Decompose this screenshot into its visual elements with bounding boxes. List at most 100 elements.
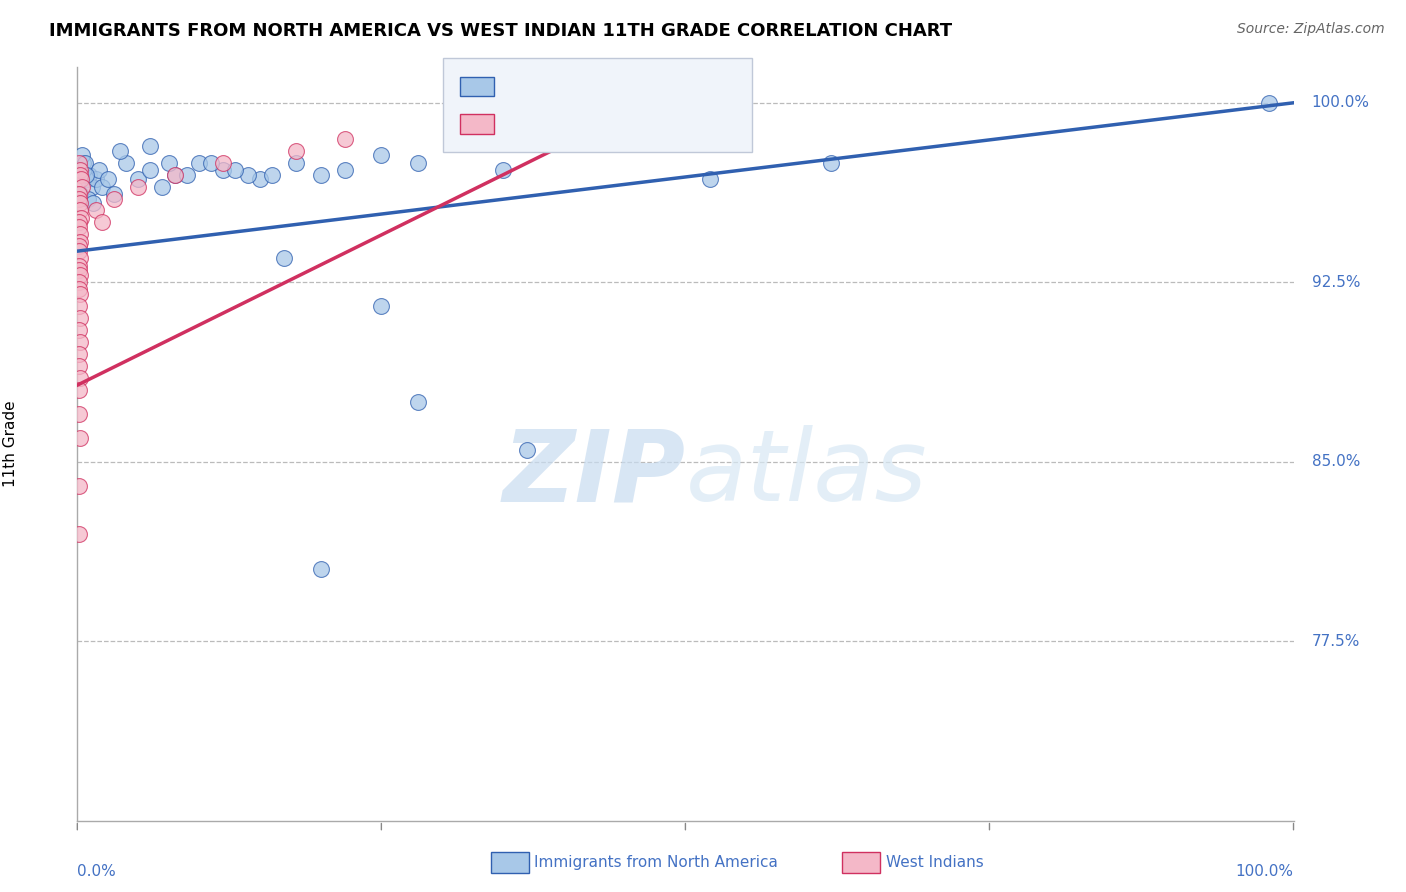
Text: IMMIGRANTS FROM NORTH AMERICA VS WEST INDIAN 11TH GRADE CORRELATION CHART: IMMIGRANTS FROM NORTH AMERICA VS WEST IN… (49, 22, 952, 40)
Point (152, 179, 174, 194)
Point (285, 144, 308, 158)
Point (69, 168, 91, 182)
Point (67, 244, 90, 259)
Point (70, 211, 93, 225)
Point (115, 155, 138, 169)
Point (1258, 95, 1281, 110)
Point (70, 148, 93, 162)
Point (157, 155, 180, 169)
Point (69, 252, 91, 266)
Point (273, 252, 295, 266)
Point (67, 155, 90, 169)
Point (69, 431, 91, 445)
Point (333, 162, 356, 177)
Text: 11th Grade: 11th Grade (3, 401, 18, 487)
Point (127, 179, 149, 194)
Text: ZIP: ZIP (502, 425, 686, 522)
Point (516, 442, 538, 457)
Point (309, 168, 332, 182)
Point (69, 311, 91, 326)
Point (406, 155, 429, 169)
Point (67, 299, 90, 313)
Point (67, 526, 90, 541)
Text: Immigrants from North America: Immigrants from North America (534, 855, 778, 870)
Point (70, 179, 93, 194)
Point (67, 239, 90, 253)
Point (67, 407, 90, 421)
Point (82, 196, 104, 211)
Text: Source: ZipAtlas.com: Source: ZipAtlas.com (1237, 22, 1385, 37)
Point (67, 259, 90, 273)
Text: 0.0%: 0.0% (77, 863, 117, 879)
Point (200, 155, 222, 169)
Point (70, 162, 93, 177)
Point (69, 371, 91, 385)
Point (127, 172, 149, 186)
Point (163, 168, 186, 182)
Point (76, 172, 98, 186)
Point (212, 155, 235, 169)
Point (820, 155, 842, 169)
Point (67, 383, 90, 397)
Point (406, 395, 429, 409)
Point (77, 192, 100, 206)
Point (370, 299, 392, 313)
Point (370, 148, 392, 162)
Point (333, 131, 356, 145)
Point (260, 168, 283, 182)
Point (67, 220, 90, 235)
Point (75, 168, 97, 182)
Point (90, 179, 112, 194)
Point (67, 478, 90, 492)
Text: 85.0%: 85.0% (1312, 454, 1360, 469)
Point (236, 168, 259, 182)
Point (90, 215, 112, 229)
Point (69, 334, 91, 349)
Point (103, 186, 125, 201)
Point (69, 162, 91, 177)
Point (492, 162, 515, 177)
Point (67, 347, 90, 361)
Point (69, 287, 91, 301)
Point (72, 155, 94, 169)
Point (73, 155, 96, 169)
Point (139, 139, 162, 153)
Point (309, 562, 332, 576)
Point (103, 192, 125, 206)
Point (84, 172, 107, 186)
Text: 100.0%: 100.0% (1236, 863, 1294, 879)
Point (224, 162, 246, 177)
Point (69, 235, 91, 249)
Point (69, 203, 91, 218)
Point (67, 282, 90, 296)
Text: 77.5%: 77.5% (1312, 633, 1360, 648)
Point (79, 168, 101, 182)
Point (67, 215, 90, 229)
Point (69, 186, 91, 201)
Text: atlas: atlas (686, 425, 927, 522)
Point (67, 359, 90, 373)
Point (67, 275, 90, 289)
Point (67, 323, 90, 337)
Point (285, 155, 308, 169)
Point (80, 179, 103, 194)
Point (69, 196, 91, 211)
Text: 100.0%: 100.0% (1312, 95, 1369, 111)
Point (69, 268, 91, 282)
Text: 92.5%: 92.5% (1312, 275, 1360, 290)
Point (67, 192, 90, 206)
Point (699, 172, 721, 186)
Text: R =  0.458   N = 43: R = 0.458 N = 43 (499, 115, 683, 133)
Point (176, 168, 198, 182)
Text: West Indians: West Indians (886, 855, 984, 870)
Point (139, 162, 162, 177)
Point (108, 144, 131, 158)
Point (188, 155, 211, 169)
Point (69, 227, 91, 242)
Point (70, 172, 93, 186)
Point (212, 162, 235, 177)
Text: R =  0.183   N = 46: R = 0.183 N = 46 (499, 78, 683, 95)
Point (163, 168, 186, 182)
Point (67, 186, 90, 201)
Point (84, 203, 107, 218)
